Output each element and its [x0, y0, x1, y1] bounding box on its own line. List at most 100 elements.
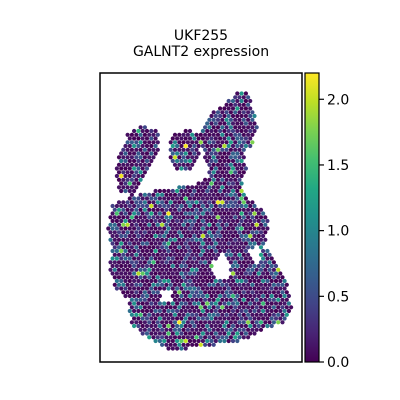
spot	[192, 203, 197, 209]
spot	[239, 248, 244, 254]
spot	[196, 248, 201, 254]
spot	[162, 271, 167, 276]
spot	[273, 316, 279, 321]
spot	[218, 113, 223, 119]
spot	[164, 222, 169, 227]
spot	[142, 327, 147, 332]
spot	[125, 200, 130, 205]
spot	[278, 308, 283, 314]
spot	[157, 263, 162, 269]
spot	[243, 233, 248, 239]
spot	[224, 320, 229, 325]
spot	[230, 263, 236, 269]
spot	[142, 140, 147, 145]
spot	[166, 211, 171, 216]
spot	[136, 248, 141, 254]
spot	[207, 297, 212, 302]
spot	[162, 218, 167, 224]
spot	[222, 233, 227, 239]
spot	[198, 237, 203, 242]
spot	[160, 252, 165, 257]
spot	[168, 222, 173, 227]
spot	[213, 323, 218, 329]
spot	[209, 278, 214, 284]
spot	[265, 248, 270, 254]
spot	[149, 128, 154, 134]
spot	[224, 102, 229, 107]
spot	[250, 312, 255, 317]
spot	[140, 286, 145, 291]
spot	[160, 215, 165, 220]
spot	[237, 267, 242, 272]
spot	[243, 136, 248, 141]
spot	[149, 286, 154, 291]
spot	[134, 207, 139, 212]
spot	[190, 312, 195, 317]
spot	[226, 256, 231, 261]
spot	[147, 155, 152, 160]
spot	[230, 293, 236, 299]
spot	[226, 241, 231, 246]
spot	[241, 267, 246, 272]
spot	[181, 140, 186, 145]
spot	[181, 185, 186, 190]
spot	[140, 151, 145, 156]
spot	[136, 211, 141, 216]
spot	[147, 132, 152, 137]
spot	[200, 226, 205, 231]
spot	[125, 215, 130, 220]
spot	[237, 207, 242, 212]
spot	[200, 196, 205, 201]
spot	[205, 143, 210, 149]
chart-title: UKF255	[174, 28, 228, 44]
spot	[271, 305, 276, 310]
spot	[168, 207, 173, 212]
spot	[248, 286, 253, 291]
spot	[144, 248, 150, 254]
spot	[220, 117, 225, 122]
spot	[160, 335, 165, 340]
spot	[138, 290, 143, 295]
spot	[151, 320, 156, 325]
spot	[192, 248, 197, 254]
spot	[213, 166, 218, 171]
spot	[194, 222, 199, 227]
spot	[261, 233, 266, 239]
spot	[233, 132, 238, 137]
spot	[142, 155, 147, 160]
spot	[168, 245, 173, 250]
spot	[226, 158, 231, 164]
spot	[209, 203, 214, 209]
spot	[187, 241, 193, 246]
spot	[121, 282, 126, 287]
spot	[190, 207, 195, 212]
spot	[162, 256, 167, 261]
spot	[175, 278, 180, 284]
spot	[241, 102, 246, 107]
spot	[170, 218, 175, 224]
spot	[237, 222, 242, 227]
spot	[250, 110, 255, 115]
spot	[140, 128, 145, 134]
spot	[241, 155, 246, 160]
spot	[166, 278, 171, 284]
spot	[207, 327, 212, 332]
spot	[209, 166, 214, 171]
spot	[172, 305, 178, 310]
spot	[215, 297, 221, 302]
spot	[209, 338, 214, 344]
spot	[226, 323, 231, 329]
spot	[127, 151, 132, 156]
spot	[129, 222, 134, 227]
spot	[114, 166, 119, 171]
spot	[243, 271, 248, 276]
spot	[129, 147, 134, 152]
spot	[198, 312, 203, 317]
spot	[144, 256, 150, 261]
spot	[127, 158, 132, 164]
spot	[183, 128, 188, 134]
spot	[207, 155, 212, 160]
spot	[265, 278, 270, 284]
spot	[121, 222, 126, 227]
spot	[162, 196, 167, 201]
